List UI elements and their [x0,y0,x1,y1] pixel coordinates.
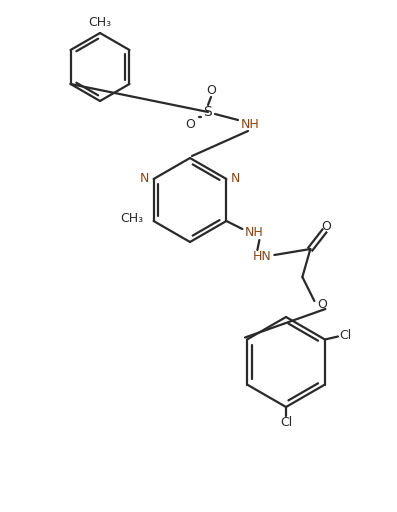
Text: CH₃: CH₃ [89,15,112,29]
Text: Cl: Cl [339,329,351,342]
Text: NH: NH [245,226,264,240]
Text: S: S [204,105,212,119]
Text: NH: NH [241,117,259,131]
Text: O: O [206,83,216,96]
Text: Cl: Cl [280,416,292,429]
Text: O: O [318,298,327,311]
Text: CH₃: CH₃ [120,212,143,225]
Text: HN: HN [253,250,272,264]
Text: O: O [322,221,331,233]
Text: N: N [231,173,240,185]
Text: N: N [140,173,149,185]
Text: O: O [185,117,195,131]
